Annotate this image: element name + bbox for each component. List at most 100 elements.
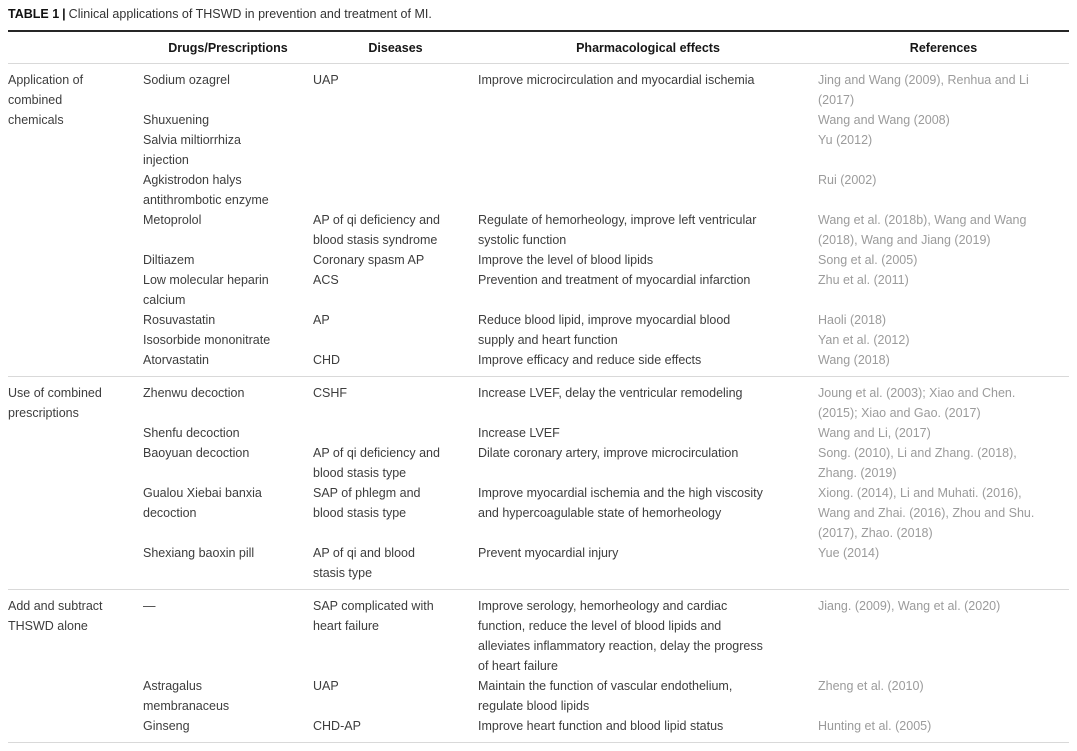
effect-cell: Improve myocardial ischemia and the high… (478, 486, 763, 520)
column-header-effects: Pharmacological effects (576, 40, 720, 55)
drug-cell: Ginseng (143, 719, 190, 733)
drug-cell: Zhenwu decoction (143, 386, 245, 400)
table-caption-separator: | (62, 7, 66, 21)
table-row: Salvia miltiorrhiza injection Yu (2012) (143, 130, 1069, 170)
disease-cell: CHD (313, 353, 341, 367)
refs-cell[interactable]: Jing and Wang (2009), Renhua and Li (201… (818, 73, 1029, 107)
table-row: Metoprolol AP of qi deficiency and blood … (143, 210, 1069, 250)
table-row: Agkistrodon halys antithrombotic enzyme R… (143, 170, 1069, 210)
drug-cell: Rosuvastatin Isosorbide mononitrate (143, 313, 271, 347)
refs-cell[interactable]: Jiang. (2009), Wang et al. (2020) (818, 599, 1001, 613)
effect-cell: Maintain the function of vascular endoth… (478, 679, 733, 713)
refs-cell[interactable]: Rui (2002) (818, 173, 877, 187)
effect-cell (478, 130, 818, 170)
table-header: Drugs/Prescriptions Diseases Pharmacolog… (8, 32, 1069, 64)
refs-cell[interactable]: Zhu et al. (2011) (818, 273, 909, 287)
data-table: Drugs/Prescriptions Diseases Pharmacolog… (8, 30, 1069, 743)
table-caption-text: Clinical applications of THSWD in preven… (68, 7, 432, 21)
disease-cell: UAP (313, 73, 339, 87)
category-cell: Use of combined prescriptions (8, 386, 102, 420)
table-row: Zhenwu decoction CSHF Increase LVEF, delay… (143, 383, 1069, 423)
refs-cell[interactable]: Song. (2010), Li and Zhang. (2018), Zhan… (818, 446, 1017, 480)
refs-cell[interactable]: Wang and Li, (2017) (818, 426, 931, 440)
category-cell: Application of combined chemicals (8, 73, 84, 127)
effect-cell: Prevention and treatment of myocardial i… (478, 273, 751, 287)
table-row: Baoyuan decoction AP of qi deficiency and… (143, 443, 1069, 483)
effect-cell: Improve efficacy and reduce side effects (478, 353, 702, 367)
table-caption: TABLE 1 | Clinical applications of THSWD i… (8, 7, 432, 21)
effect-cell: Improve heart function and blood lipid s… (478, 719, 724, 733)
table-row: Low molecular heparin calcium ACS Preventi… (143, 270, 1069, 310)
table-row: Atorvastatin CHD Improve efficacy and redu… (143, 350, 1069, 370)
table-row: Rosuvastatin Isosorbide mononitrate AP Red… (143, 310, 1069, 350)
disease-cell: AP of qi deficiency and blood stasis syn… (313, 213, 440, 247)
refs-cell[interactable]: Joung et al. (2003); Xiao and Chen. (201… (818, 386, 1016, 420)
effect-cell: Increase LVEF, delay the ventricular rem… (478, 386, 743, 400)
table-row: — SAP complicated with heart failure Impro… (143, 596, 1069, 676)
table-section: Add and subtract THSWD alone — SAP complic… (8, 589, 1069, 742)
table-row: Diltiazem Coronary spasm AP Improve the le… (143, 250, 1069, 270)
refs-cell[interactable]: Haoli (2018) Yan et al. (2012) (818, 313, 910, 347)
effect-cell: Prevent myocardial injury (478, 546, 619, 560)
refs-cell[interactable]: Hunting et al. (2005) (818, 719, 932, 733)
refs-cell[interactable]: Wang et al. (2018b), Wang and Wang (2018… (818, 213, 1027, 247)
disease-cell: CHD-AP (313, 719, 361, 733)
drug-cell: — (143, 599, 156, 613)
table-section: Use of combined prescriptions Zhenwu deco… (8, 376, 1069, 589)
disease-cell: AP of qi and blood stasis type (313, 546, 415, 580)
section-rows: Sodium ozagrel UAP Improve microcirculatio… (143, 70, 1069, 370)
effect-cell: Regulate of hemorheology, improve left v… (478, 213, 757, 247)
table-section: Application of combined chemicals Sodium … (8, 64, 1069, 376)
column-header-drugs: Drugs/Prescriptions (168, 40, 288, 55)
disease-cell: SAP of phlegm and blood stasis type (313, 486, 421, 520)
drug-cell: Metoprolol (143, 213, 202, 227)
disease-cell: ACS (313, 273, 339, 287)
disease-cell: UAP (313, 679, 339, 693)
disease-cell: Coronary spasm AP (313, 253, 425, 267)
refs-cell[interactable]: Wang and Wang (2008) (818, 113, 950, 127)
section-rows: Zhenwu decoction CSHF Increase LVEF, delay… (143, 383, 1069, 583)
column-header-diseases: Diseases (368, 40, 423, 55)
disease-cell: SAP complicated with heart failure (313, 599, 434, 633)
effect-cell (478, 110, 818, 130)
drug-cell: Gualou Xiebai banxia decoction (143, 486, 262, 520)
drug-cell: Salvia miltiorrhiza injection (143, 133, 241, 167)
refs-cell[interactable]: Yu (2012) (818, 133, 873, 147)
effect-cell: Dilate coronary artery, improve microcir… (478, 446, 739, 460)
table-row: Astragalus membranaceus UAP Maintain the f… (143, 676, 1069, 716)
table-row: Shenfu decoction Increase LVEF Wang and Li… (143, 423, 1069, 443)
disease-cell: AP (313, 313, 330, 327)
drug-cell: Diltiazem (143, 253, 195, 267)
disease-cell (313, 423, 478, 443)
category-cell: Add and subtract THSWD alone (8, 599, 103, 633)
drug-cell: Astragalus membranaceus (143, 679, 230, 713)
table-row: Ginseng CHD-AP Improve heart function and … (143, 716, 1069, 736)
refs-cell[interactable]: Wang (2018) (818, 353, 890, 367)
disease-cell: AP of qi deficiency and blood stasis typ… (313, 446, 440, 480)
refs-cell[interactable]: Yue (2014) (818, 546, 880, 560)
disease-cell (313, 170, 478, 210)
refs-cell[interactable]: Xiong. (2014), Li and Muhati. (2016), Wa… (818, 486, 1035, 540)
refs-cell[interactable]: Song et al. (2005) (818, 253, 918, 267)
drug-cell: Low molecular heparin calcium (143, 273, 269, 307)
effect-cell: Improve serology, hemorheology and cardi… (478, 599, 763, 673)
drug-cell: Shuxuening (143, 113, 210, 127)
table-caption-label: TABLE 1 (8, 7, 60, 21)
effect-cell: Improve microcirculation and myocardial … (478, 73, 755, 87)
table-row: Shuxuening Wang and Wang (2008) (143, 110, 1069, 130)
disease-cell (313, 110, 478, 130)
effect-cell: Reduce blood lipid, improve myocardial b… (478, 313, 731, 347)
refs-cell[interactable]: Zheng et al. (2010) (818, 679, 924, 693)
effect-cell (478, 170, 818, 210)
drug-cell: Shenfu decoction (143, 426, 240, 440)
table-body: Application of combined chemicals Sodium … (8, 64, 1069, 742)
drug-cell: Shexiang baoxin pill (143, 546, 255, 560)
effect-cell: Increase LVEF (478, 426, 560, 440)
drug-cell: Baoyuan decoction (143, 446, 250, 460)
column-header-references: References (909, 40, 978, 55)
drug-cell: Agkistrodon halys antithrombotic enzyme (143, 173, 269, 207)
effect-cell: Improve the level of blood lipids (478, 253, 654, 267)
table-row: Gualou Xiebai banxia decoction SAP of phl… (143, 483, 1069, 543)
section-rows: — SAP complicated with heart failure Impro… (143, 596, 1069, 736)
